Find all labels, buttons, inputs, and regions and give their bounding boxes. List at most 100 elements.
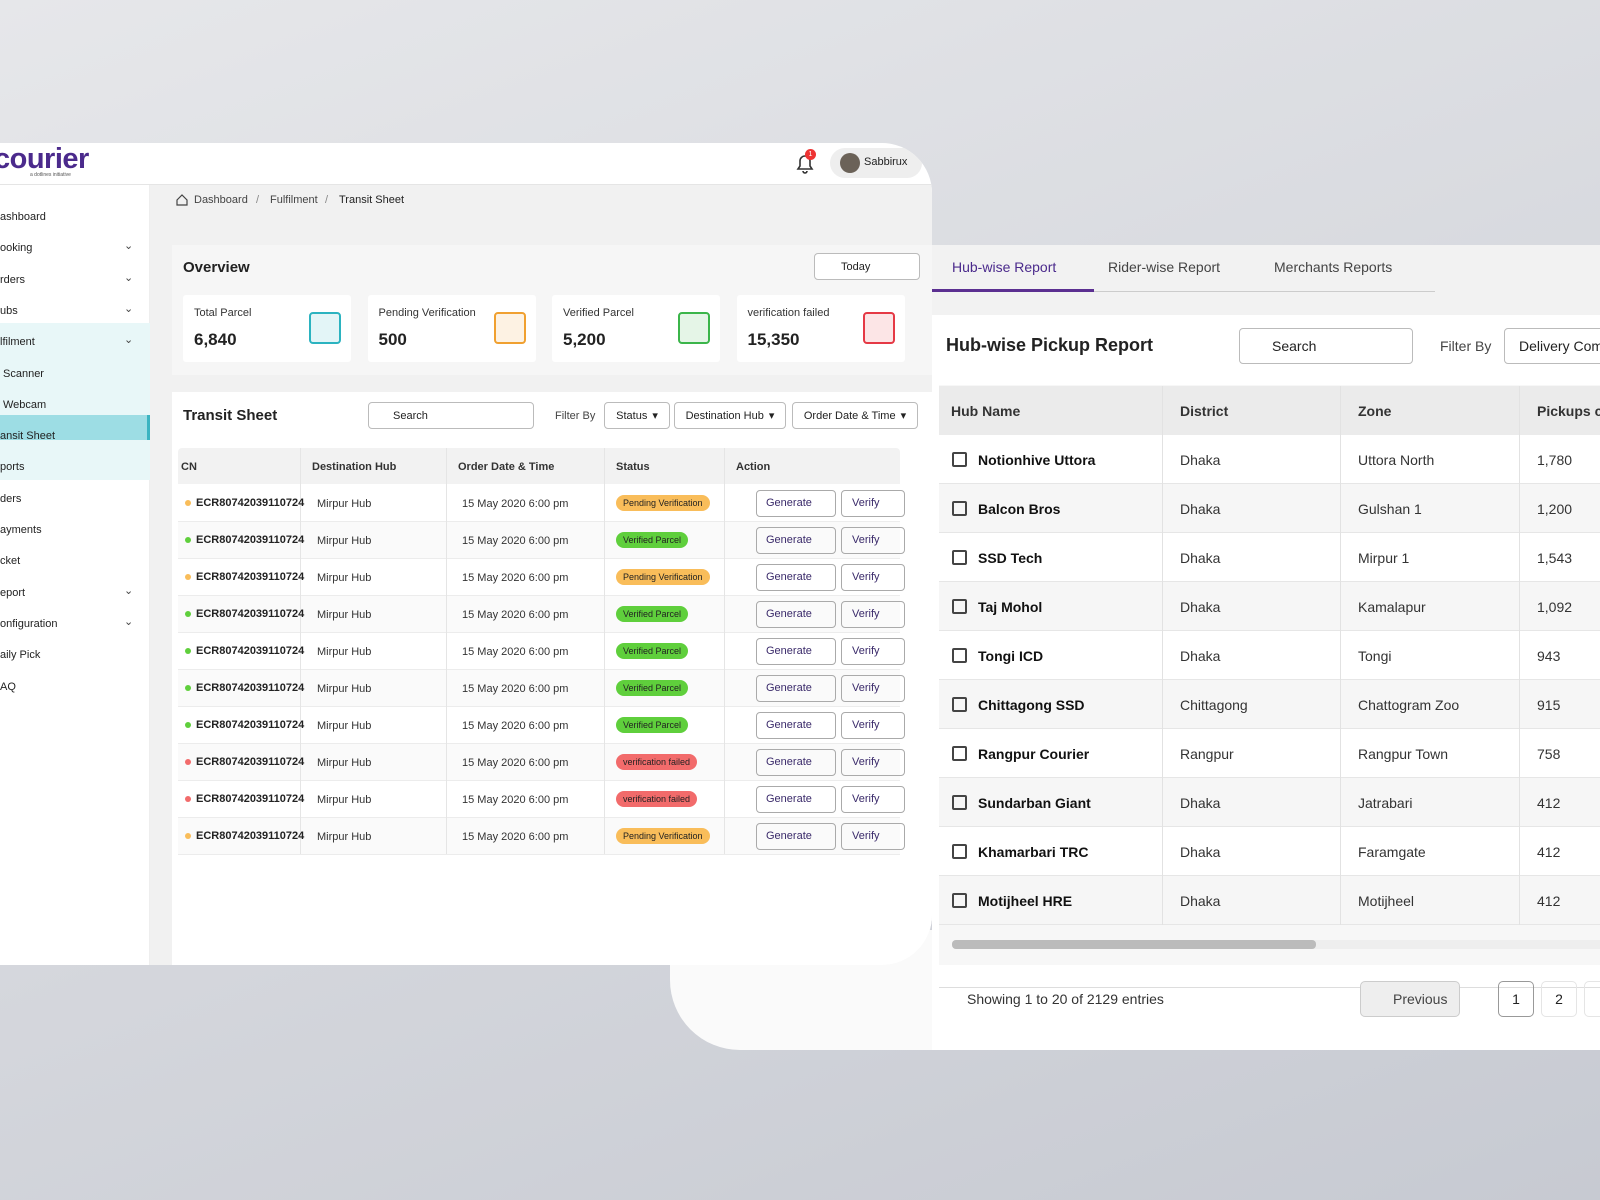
verify-button[interactable]: Verify bbox=[841, 675, 905, 702]
transit-panel: Transit Sheet Search Filter By Status ▾ D… bbox=[172, 392, 932, 965]
generate-button[interactable]: Generate bbox=[756, 527, 836, 554]
search-placeholder: Search bbox=[393, 409, 428, 422]
column-header: Destination Hub bbox=[312, 461, 397, 473]
column-header: Status bbox=[616, 461, 650, 473]
column-header: Action bbox=[736, 461, 771, 473]
cn: ECR80742039110724 bbox=[196, 571, 305, 583]
generate-button[interactable]: Generate bbox=[756, 675, 836, 702]
status-dot bbox=[185, 833, 191, 839]
verify-button[interactable]: Verify bbox=[841, 823, 905, 850]
filter-label: Order Date & Time bbox=[803, 409, 896, 422]
page-button[interactable]: 2 bbox=[1541, 981, 1577, 1017]
tab[interactable]: Rider-wise Report bbox=[1108, 259, 1221, 275]
page-button[interactable] bbox=[1584, 981, 1600, 1017]
verify-button[interactable]: Verify bbox=[841, 601, 905, 628]
tab[interactable]: Hub-wise Report bbox=[952, 259, 1057, 275]
sidebar-item[interactable]: AQ bbox=[0, 680, 16, 693]
crumb[interactable]: Fulfilment bbox=[270, 194, 318, 206]
cell: Dhaka bbox=[1180, 795, 1221, 811]
verify-button[interactable]: Verify bbox=[841, 712, 905, 739]
filter[interactable]: Destination Hub ▾ bbox=[674, 402, 786, 429]
verify-button[interactable]: Verify bbox=[841, 490, 905, 517]
crumb-sep: / bbox=[256, 194, 260, 206]
sidebar-item[interactable]: aily Pick bbox=[0, 649, 41, 662]
table-row bbox=[178, 596, 900, 633]
checkbox[interactable] bbox=[952, 746, 967, 761]
verify-button[interactable]: Verify bbox=[841, 564, 905, 591]
column-header: Zone bbox=[1358, 403, 1392, 419]
status-dot bbox=[185, 796, 191, 802]
generate-button[interactable]: Generate bbox=[756, 823, 836, 850]
status-badge: Verified Parcel bbox=[616, 606, 689, 622]
page-button[interactable]: 1 bbox=[1498, 981, 1534, 1017]
filter[interactable]: Delivery Com bbox=[1504, 328, 1600, 364]
generate-button[interactable]: Generate bbox=[756, 638, 836, 665]
stat-label: Total Parcel bbox=[194, 307, 252, 319]
checkbox[interactable] bbox=[952, 648, 967, 663]
verify-button[interactable]: Verify bbox=[841, 749, 905, 776]
sidebar-item[interactable]: ports bbox=[0, 461, 25, 474]
hub-name: Taj Mohol bbox=[978, 599, 1043, 615]
checkbox[interactable] bbox=[952, 697, 967, 712]
table-row bbox=[939, 484, 1600, 533]
checkbox[interactable] bbox=[952, 844, 967, 859]
tab[interactable]: Merchants Reports bbox=[1274, 259, 1393, 275]
verify-button[interactable]: Verify bbox=[841, 527, 905, 554]
cell: Motijheel bbox=[1358, 893, 1415, 909]
verify-button[interactable]: Verify bbox=[841, 786, 905, 813]
scroll-thumb[interactable] bbox=[952, 940, 1316, 949]
scrollbar[interactable] bbox=[952, 940, 1600, 949]
filter[interactable]: Order Date & Time ▾ bbox=[792, 402, 918, 429]
search-box[interactable]: Search bbox=[368, 402, 534, 429]
sidebar-item[interactable]: onfiguration bbox=[0, 617, 58, 630]
checkbox[interactable] bbox=[952, 795, 967, 810]
filter[interactable]: Status ▾ bbox=[604, 402, 670, 429]
status-dot bbox=[185, 611, 191, 617]
sidebar-item[interactable]: lfilment bbox=[0, 336, 35, 349]
table-row bbox=[178, 744, 900, 781]
hub-name: Tongi ICD bbox=[978, 648, 1044, 664]
stat-value: 15,350 bbox=[747, 330, 800, 349]
checkbox[interactable] bbox=[952, 893, 967, 908]
filter-label: Destination Hub bbox=[685, 409, 764, 422]
crumb: Transit Sheet bbox=[339, 194, 405, 206]
sidebar-item[interactable]: cket bbox=[0, 555, 21, 568]
sidebar-item[interactable]: Webcam bbox=[3, 398, 47, 411]
sidebar-item[interactable]: ooking bbox=[0, 242, 33, 255]
chevron: ⌄ bbox=[124, 302, 134, 315]
generate-button[interactable]: Generate bbox=[756, 601, 836, 628]
generate-button[interactable]: Generate bbox=[756, 564, 836, 591]
logo-tagline: a dotlines initiative bbox=[30, 172, 71, 178]
overview-title: Overview bbox=[183, 259, 250, 276]
status-badge: Pending Verification bbox=[616, 495, 710, 511]
generate-button[interactable]: Generate bbox=[756, 749, 836, 776]
sidebar-item[interactable]: ders bbox=[0, 492, 22, 505]
checkbox[interactable] bbox=[952, 599, 967, 614]
sidebar-item[interactable]: Scanner bbox=[3, 367, 44, 380]
crumb[interactable]: Dashboard bbox=[194, 194, 248, 206]
checkbox[interactable] bbox=[952, 501, 967, 516]
verify-button[interactable]: Verify bbox=[841, 638, 905, 665]
search-box[interactable]: Search bbox=[1239, 328, 1413, 364]
generate-button[interactable]: Generate bbox=[756, 490, 836, 517]
generate-button[interactable]: Generate bbox=[756, 712, 836, 739]
cn: ECR80742039110724 bbox=[196, 719, 305, 731]
period-select[interactable]: Today bbox=[814, 253, 920, 280]
hub-name: Notionhive Uttora bbox=[978, 452, 1096, 468]
sidebar-item[interactable]: ashboard bbox=[0, 211, 46, 223]
checkbox[interactable] bbox=[952, 550, 967, 565]
user-menu[interactable]: Sabbirux bbox=[830, 148, 922, 178]
column-header: District bbox=[1180, 403, 1229, 419]
sidebar-item[interactable]: ayments bbox=[0, 524, 42, 536]
stat-icon bbox=[862, 312, 895, 344]
prev-button[interactable]: Previous bbox=[1360, 981, 1460, 1017]
sidebar-item[interactable]: eport bbox=[0, 586, 26, 599]
generate-button[interactable]: Generate bbox=[756, 786, 836, 813]
cell: 412 bbox=[1537, 893, 1561, 909]
sidebar-item[interactable]: ansit Sheet bbox=[0, 430, 56, 443]
table-row bbox=[939, 631, 1600, 680]
sidebar-item[interactable]: ubs bbox=[0, 304, 18, 317]
column-divider bbox=[300, 448, 301, 854]
sidebar-item[interactable]: rders bbox=[0, 273, 26, 286]
checkbox[interactable] bbox=[952, 452, 967, 467]
